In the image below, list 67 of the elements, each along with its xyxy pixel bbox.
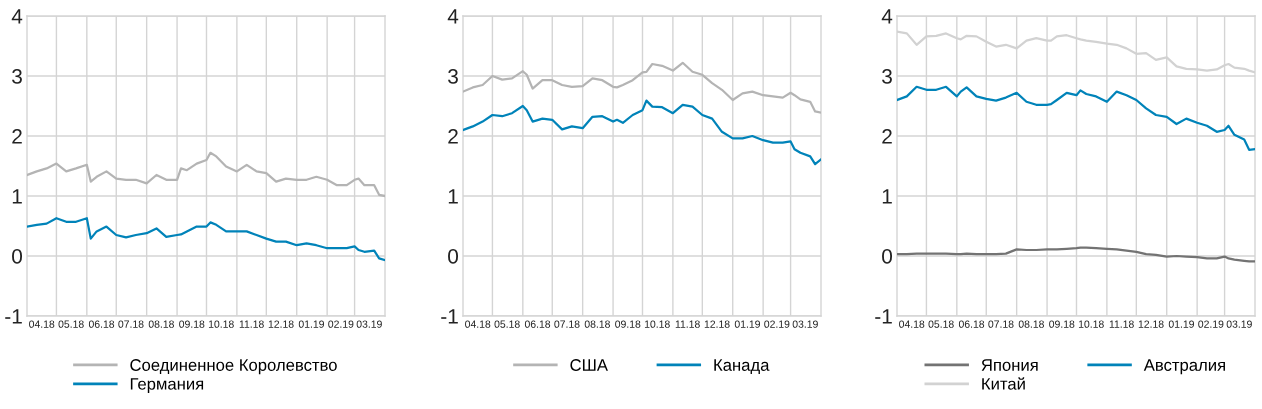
x-tick-label: 09.18: [615, 320, 641, 328]
x-tick-label: 06.18: [524, 320, 551, 328]
legend-label: Германия: [130, 378, 204, 394]
x-tick-label: 04.18: [465, 320, 491, 328]
legend-label: США: [570, 359, 608, 371]
line-series: [463, 61, 821, 114]
x-tick-label: 12.18: [1138, 320, 1164, 328]
x-tick-label: 06.18: [958, 320, 985, 328]
y-tick-label: 0: [882, 249, 893, 264]
legend-label: Соединенное Королевство: [130, 359, 337, 375]
x-tick-label: 10.18: [208, 320, 234, 328]
y-tick-label: 2: [882, 129, 892, 144]
y-tick-label: 0: [448, 249, 459, 264]
y-tick-label: 4: [11, 9, 23, 24]
x-tick-label: 03.19: [792, 320, 818, 328]
x-tick-label: 10.18: [644, 320, 670, 328]
y-tick-label: 3: [882, 69, 892, 84]
x-tick-label: 01.19: [1168, 320, 1194, 328]
x-tick-label: 05.18: [58, 320, 84, 328]
legend-label: Австралия: [1143, 359, 1225, 375]
y-tick-label: 3: [448, 69, 458, 84]
y-tick-label: 2: [448, 129, 458, 144]
x-tick-label: 08.18: [1018, 320, 1044, 328]
y-tick-label: 4: [447, 9, 459, 24]
x-tick-label: 12.18: [704, 320, 730, 328]
x-tick-label: 07.18: [118, 320, 144, 328]
x-tick-label: 08.18: [148, 320, 174, 328]
y-tick-label: 1: [448, 189, 458, 204]
x-tick-label: 02.19: [328, 320, 354, 328]
y-tick-label: 1: [12, 189, 22, 204]
x-tick-label: 05.18: [928, 320, 954, 328]
y-tick-label: -1: [5, 309, 22, 324]
x-tick-label: 03.19: [356, 320, 382, 328]
x-tick-label: 07.18: [988, 320, 1014, 328]
legend-label: Китай: [982, 377, 1025, 390]
x-tick-label: 11.18: [1109, 320, 1134, 328]
x-tick-label: 09.18: [1049, 320, 1075, 328]
x-tick-label: 07.18: [554, 320, 580, 328]
x-tick-label: 09.18: [179, 320, 205, 328]
y-tick-label: -1: [441, 309, 458, 324]
x-tick-label: 01.19: [734, 320, 760, 328]
x-tick-label: 06.18: [88, 320, 115, 328]
line-series: [27, 151, 385, 198]
line-series: [27, 217, 385, 262]
line-series: [463, 99, 821, 166]
x-tick-label: 01.19: [298, 320, 324, 328]
x-tick-label: 04.18: [29, 320, 55, 328]
x-tick-label: 03.19: [1226, 320, 1252, 328]
x-tick-label: 11.18: [675, 320, 700, 328]
y-tick-label: 4: [881, 9, 893, 24]
y-tick-label: -1: [875, 309, 892, 324]
line-series: [897, 246, 1255, 263]
legend-label: Канада: [714, 359, 770, 375]
line-series: [897, 85, 1255, 151]
x-tick-label: 04.18: [899, 320, 925, 328]
y-tick-label: 1: [882, 189, 892, 204]
y-tick-label: 2: [12, 129, 22, 144]
y-tick-label: 3: [12, 69, 22, 84]
legend-label: Япония: [981, 359, 1038, 371]
x-tick-label: 05.18: [494, 320, 520, 328]
x-tick-label: 11.18: [239, 320, 264, 328]
x-tick-label: 12.18: [268, 320, 294, 328]
x-tick-label: 08.18: [584, 320, 610, 328]
x-tick-label: 02.19: [764, 320, 790, 328]
x-tick-label: 02.19: [1198, 320, 1224, 328]
x-tick-label: 10.18: [1078, 320, 1104, 328]
y-tick-label: 0: [12, 249, 23, 264]
